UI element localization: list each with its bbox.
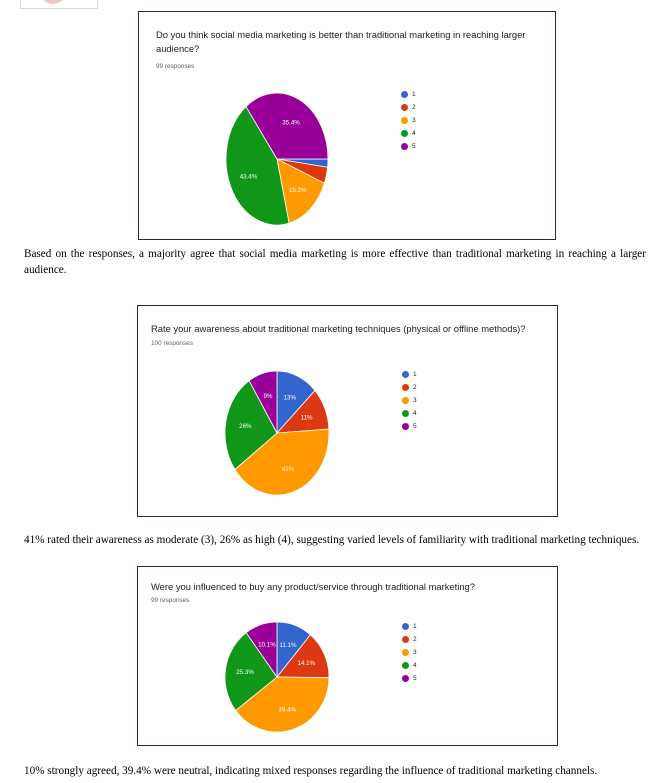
pie-slice-4 (224, 632, 278, 712)
legend-item-4: 4 (401, 127, 416, 140)
legend-swatch (401, 130, 408, 137)
chart-legend: 1 2 3 4 5 (402, 620, 417, 685)
legend-item-1: 1 (402, 368, 417, 381)
legend-label: 3 (413, 649, 417, 656)
pie-chart: 13% 11% 41% 26% 9% (224, 370, 330, 496)
legend-label: 2 (413, 636, 417, 643)
legend-swatch (402, 623, 409, 630)
legend-label: 4 (412, 130, 416, 137)
legend-label: 3 (413, 397, 417, 404)
legend-label: 5 (413, 423, 417, 430)
slice-label-3: 41% (282, 466, 295, 473)
survey-card-2: Rate your awareness about traditional ma… (137, 305, 558, 517)
legend-swatch (402, 410, 409, 417)
legend-item-5: 5 (402, 672, 417, 685)
question-title: Do you think social media marketing is b… (156, 29, 526, 54)
slice-label-2: 11% (301, 415, 313, 422)
legend-swatch (402, 423, 409, 430)
chart-legend: 1 2 3 4 5 (401, 88, 416, 153)
legend-item-5: 5 (401, 140, 416, 153)
legend-swatch (401, 91, 408, 98)
paragraph-1: Based on the responses, a majority agree… (24, 248, 646, 276)
legend-swatch (402, 636, 409, 643)
slice-label-4: 25.3% (236, 669, 254, 676)
response-count: 100 responses (151, 340, 193, 347)
legend-swatch (402, 662, 409, 669)
question-title: Were you influenced to buy any product/s… (151, 581, 475, 592)
legend-label: 4 (413, 410, 417, 417)
legend-item-3: 3 (402, 394, 417, 407)
legend-swatch (401, 117, 408, 124)
legend-item-2: 2 (401, 101, 416, 114)
slice-label-4: 26% (239, 423, 252, 430)
pie-slice-5 (245, 621, 278, 679)
question-title: Rate your awareness about traditional ma… (151, 323, 526, 334)
paragraph-2: 41% rated their awareness as moderate (3… (24, 534, 640, 546)
pie-chart: 15.2% 43.4% 35.4% (225, 92, 329, 226)
survey-card-3: Were you influenced to buy any product/s… (137, 566, 558, 746)
legend-item-1: 1 (402, 620, 417, 633)
legend-swatch (402, 371, 409, 378)
logo-fragment (20, 0, 98, 9)
paragraph-3: 10% strongly agreed, 39.4% were neutral,… (24, 765, 598, 777)
legend-swatch (402, 397, 409, 404)
legend-label: 3 (412, 117, 416, 124)
legend-item-2: 2 (402, 381, 417, 394)
slice-label-5: 10.1% (258, 642, 276, 649)
slice-label-3: 15.2% (289, 187, 307, 194)
legend-label: 4 (413, 662, 417, 669)
response-count: 99 responses (156, 63, 195, 70)
legend-label: 5 (413, 675, 417, 682)
legend-item-5: 5 (402, 420, 417, 433)
legend-item-4: 4 (402, 659, 417, 672)
slice-label-1: 13% (284, 395, 297, 402)
legend-swatch (402, 675, 409, 682)
survey-card-1: Do you think social media marketing is b… (138, 11, 556, 240)
pie-chart: 11.1% 14.1% 39.4% 25.3% 10.1% (224, 621, 330, 733)
legend-item-3: 3 (401, 114, 416, 127)
legend-item-3: 3 (402, 646, 417, 659)
slice-label-4: 43.4% (240, 174, 258, 181)
pie-slice-5 (245, 92, 329, 160)
legend-label: 2 (413, 384, 417, 391)
legend-label: 1 (413, 623, 417, 630)
slice-label-1: 11.1% (279, 642, 297, 649)
legend-swatch (401, 104, 408, 111)
legend-swatch (401, 143, 408, 150)
slice-label-5: 35.4% (282, 119, 300, 126)
legend-swatch (402, 649, 409, 656)
legend-item-2: 2 (402, 633, 417, 646)
pie-slice-3 (234, 428, 330, 496)
pie-slice-5 (248, 370, 278, 434)
slice-label-2: 14.1% (298, 660, 316, 667)
response-count: 99 responses (151, 597, 190, 604)
legend-swatch (402, 384, 409, 391)
pie-slice-4 (225, 105, 290, 226)
chart-legend: 1 2 3 4 5 (402, 368, 417, 433)
pie-slice-3 (235, 676, 330, 733)
pie-slice-3 (276, 158, 325, 224)
legend-item-1: 1 (401, 88, 416, 101)
legend-label: 1 (412, 91, 416, 98)
legend-item-4: 4 (402, 407, 417, 420)
slice-label-5: 9% (264, 393, 273, 400)
slice-label-3: 39.4% (278, 706, 296, 713)
legend-label: 1 (413, 371, 417, 378)
legend-label: 2 (412, 104, 416, 111)
pie-slice-4 (224, 380, 278, 471)
legend-label: 5 (412, 143, 416, 150)
